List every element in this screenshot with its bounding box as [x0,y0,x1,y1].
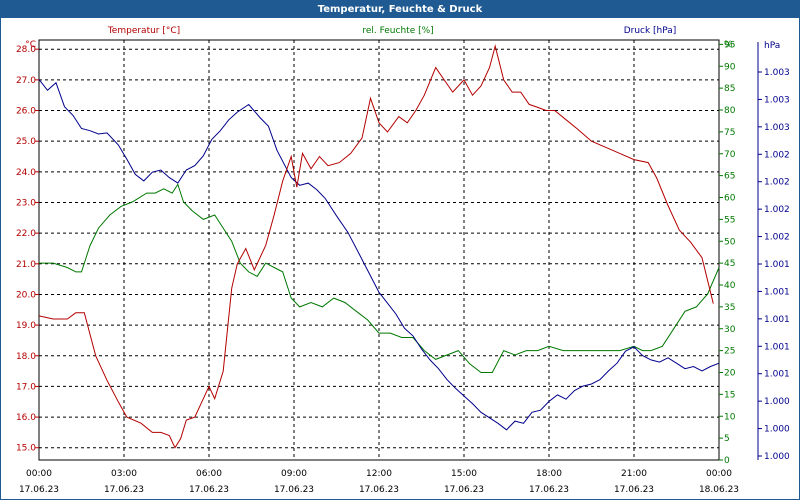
temperature-tick-label: 26.0 [16,107,36,117]
x-tick-date: 17.06.23 [189,485,229,495]
humidity-tick-label: 50 [724,237,736,247]
x-tick-time: 21:00 [621,469,647,479]
temperature-unit-label: °C [25,40,36,50]
temperature-tick-label: 15.0 [16,444,36,454]
humidity-tick-label: 0 [724,456,730,466]
humidity-tick-label: 85 [724,84,735,94]
humidity-tick-label: 25 [724,347,735,357]
x-tick-time: 09:00 [281,469,307,479]
x-tick-date: 18.06.23 [699,485,739,495]
pressure-tick-label: 1.003 [764,95,790,105]
temperature-tick-label: 16.0 [16,413,36,423]
x-tick-time: 12:00 [366,469,392,479]
humidity-tick-label: 15 [724,390,735,400]
x-tick-time: 00:00 [706,469,732,479]
chart-title: Temperatur, Feuchte & Druck [1,1,799,18]
temperature-tick-label: 22.0 [16,229,36,239]
pressure-tick-label: 1.000 [764,452,790,462]
humidity-tick-label: 45 [724,259,735,269]
pressure-tick-label: 1.001 [764,342,790,352]
temperature-tick-label: 20.0 [16,290,36,300]
humidity-tick-label: 55 [724,215,735,225]
x-tick-time: 00:00 [26,469,52,479]
series-layer [38,44,720,449]
pressure-tick-label: 1.003 [764,68,790,78]
x-tick-time: 18:00 [536,469,562,479]
x-tick-date: 17.06.23 [529,485,569,495]
x-tick-date: 17.06.23 [444,485,484,495]
x-tick-date: 17.06.23 [359,485,399,495]
temperature-tick-label: 19.0 [16,321,36,331]
humidity-tick-label: 30 [724,325,736,335]
humidity-tick-label: 65 [724,172,735,182]
humidity-tick-label: 40 [724,281,736,291]
x-tick-time: 06:00 [196,469,222,479]
pressure-tick-label: 1.001 [764,287,790,297]
humidity-tick-label: 60 [724,194,736,204]
x-tick-date: 17.06.23 [19,485,59,495]
pressure-tick-label: 1.000 [764,397,790,407]
humidity-tick-label: 80 [724,106,736,116]
axes-layer: 00:00 17.06.23 03:00 17.06.23 06:00 17.06.23 0… [16,26,790,495]
temperature-tick-label: 28.0 [16,45,36,55]
humidity-tick-label: 70 [724,150,736,160]
humidity-tick-label: 75 [724,128,735,138]
temperature-tick-label: 24.0 [16,168,36,178]
pressure-unit-label: hPa [764,41,780,51]
legend-humidity: rel. Feuchte [%] [362,26,433,36]
pressure-tick-label: 1.001 [764,315,790,325]
pressure-tick-label: 1.002 [764,205,790,215]
pressure-series-line [38,79,720,431]
temperature-series-line [38,44,714,449]
temperature-tick-label: 25.0 [16,137,36,147]
pressure-tick-label: 1.002 [764,233,790,243]
humidity-tick-label: 10 [724,412,736,422]
humidity-series-line [39,183,720,373]
x-tick-date: 17.06.23 [104,485,144,495]
pressure-tick-label: 1.002 [764,178,790,188]
x-tick-time: 03:00 [111,469,137,479]
humidity-tick-label: 20 [724,369,736,379]
temperature-tick-label: 23.0 [16,198,36,208]
grid-lines [39,40,719,460]
pressure-tick-label: 1.003 [764,123,790,133]
pressure-tick-label: 1.001 [764,370,790,380]
temperature-tick-label: 18.0 [16,352,36,362]
humidity-tick-label: 5 [724,434,730,444]
legend-temperature: Temperatur [°C] [107,26,180,36]
humidity-tick-label: 90 [724,62,736,72]
humidity-tick-label: 95 [724,40,735,50]
x-tick-time: 15:00 [451,469,477,479]
temperature-tick-label: 17.0 [16,382,36,392]
temperature-tick-label: 27.0 [16,76,36,86]
humidity-tick-label: 35 [724,303,735,313]
pressure-tick-label: 1.001 [764,260,790,270]
temperature-tick-label: 21.0 [16,260,36,270]
x-tick-date: 17.06.23 [614,485,654,495]
x-tick-date: 17.06.23 [274,485,314,495]
pressure-tick-label: 1.000 [764,425,790,435]
humidity-tick-label: % [724,40,733,50]
pressure-tick-label: 1.002 [764,150,790,160]
legend-pressure: Druck [hPa] [624,26,677,36]
